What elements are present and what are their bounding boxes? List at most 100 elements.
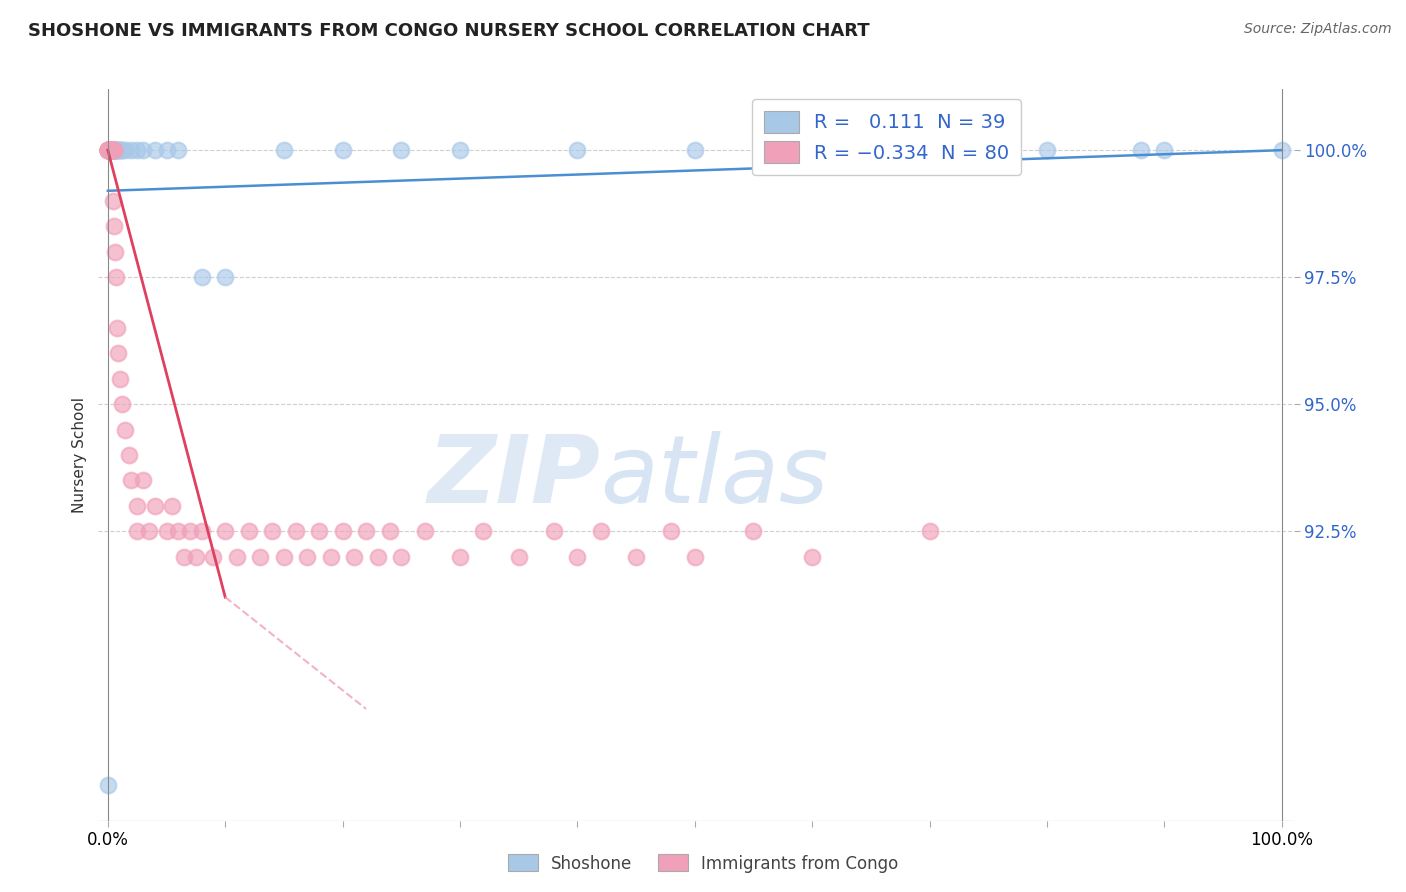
Point (98, 143, 121, 157)
Point (472, 524, 495, 538)
Point (389, 549, 412, 564)
Point (1271, 143, 1294, 157)
Point (101, 143, 124, 157)
Point (214, 270, 236, 285)
Point (167, 143, 190, 157)
Point (162, 499, 184, 513)
Point (589, 524, 612, 538)
Point (273, 143, 295, 157)
Point (190, 270, 212, 285)
Point (103, 219, 125, 234)
Point (918, 524, 941, 538)
Point (543, 524, 565, 538)
Point (332, 143, 354, 157)
Point (101, 143, 124, 157)
Point (127, 499, 149, 513)
Point (97, 143, 120, 157)
Point (114, 143, 136, 157)
Point (226, 549, 249, 564)
Point (114, 423, 136, 437)
Point (378, 524, 401, 538)
Point (108, 143, 131, 157)
Point (97, 143, 120, 157)
Point (120, 143, 142, 157)
Point (105, 143, 128, 157)
Point (1036, 143, 1059, 157)
Point (98, 143, 121, 157)
Point (105, 143, 128, 157)
Point (111, 397, 134, 411)
Point (449, 549, 471, 564)
Point (214, 524, 236, 538)
Point (238, 524, 260, 538)
Point (101, 194, 124, 208)
Point (859, 143, 882, 157)
Point (308, 524, 330, 538)
Point (132, 473, 155, 487)
Point (100, 143, 122, 157)
Point (343, 549, 366, 564)
Point (98, 143, 121, 157)
Point (683, 143, 706, 157)
Point (143, 499, 166, 513)
Point (97, 143, 120, 157)
Point (103, 143, 125, 157)
Point (97, 143, 120, 157)
Point (132, 143, 155, 157)
Point (413, 524, 436, 538)
Point (107, 143, 129, 157)
Text: ZIP: ZIP (427, 431, 600, 523)
Point (389, 143, 412, 157)
Point (97, 143, 120, 157)
Legend: Shoshone, Immigrants from Congo: Shoshone, Immigrants from Congo (502, 847, 904, 880)
Point (108, 372, 131, 386)
Text: atlas: atlas (600, 432, 828, 523)
Point (284, 524, 307, 538)
Point (108, 143, 131, 157)
Point (567, 549, 589, 564)
Point (98, 143, 121, 157)
Point (332, 524, 354, 538)
Point (1129, 143, 1152, 157)
Point (103, 143, 125, 157)
Point (918, 143, 941, 157)
Point (249, 549, 271, 564)
Point (127, 524, 149, 538)
Point (138, 524, 160, 538)
Point (97, 143, 120, 157)
Point (273, 549, 295, 564)
Point (97, 143, 120, 157)
Point (120, 473, 142, 487)
Point (173, 549, 195, 564)
Point (111, 143, 134, 157)
Point (98, 143, 121, 157)
Point (297, 549, 319, 564)
Point (100, 143, 122, 157)
Point (319, 549, 342, 564)
Point (118, 448, 141, 462)
Text: Source: ZipAtlas.com: Source: ZipAtlas.com (1244, 22, 1392, 37)
Y-axis label: Nursery School: Nursery School (72, 397, 87, 513)
Point (100, 143, 122, 157)
Point (103, 143, 125, 157)
Point (624, 549, 647, 564)
Point (103, 143, 125, 157)
Point (801, 549, 824, 564)
Point (683, 549, 706, 564)
Point (155, 524, 177, 538)
Point (100, 143, 122, 157)
Point (167, 524, 190, 538)
Point (105, 270, 128, 285)
Point (98, 143, 121, 157)
Legend: R =   0.111  N = 39, R = −0.334  N = 80: R = 0.111 N = 39, R = −0.334 N = 80 (752, 99, 1021, 175)
Point (104, 143, 127, 157)
Point (367, 549, 389, 564)
Point (179, 524, 201, 538)
Point (567, 143, 589, 157)
Point (97, 143, 120, 157)
Point (97, 143, 120, 157)
Point (155, 143, 177, 157)
Point (105, 321, 128, 335)
Point (801, 143, 824, 157)
Point (184, 549, 207, 564)
